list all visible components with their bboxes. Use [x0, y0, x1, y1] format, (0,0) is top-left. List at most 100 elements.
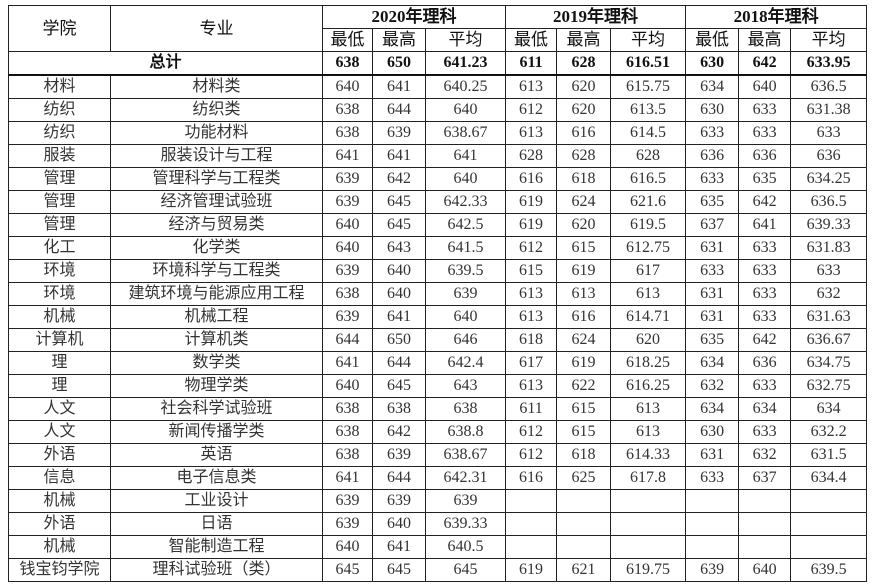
- score-cell: [685, 512, 740, 536]
- major-cell: 环境科学与工程类: [110, 259, 323, 283]
- major-cell: 服装设计与工程: [110, 144, 323, 168]
- score-cell: 628: [556, 144, 612, 168]
- score-cell: 618: [505, 328, 558, 352]
- score-cell: [556, 512, 612, 536]
- college-cell: 理: [8, 374, 111, 398]
- score-cell: 638: [322, 282, 373, 306]
- score-cell: [610, 535, 687, 559]
- score-cell: 639: [322, 512, 373, 536]
- college-cell: 环境: [8, 282, 111, 306]
- score-cell: 632: [790, 282, 868, 306]
- total-cell: 638: [322, 51, 373, 76]
- score-cell: 643: [424, 374, 507, 398]
- score-cell: 633: [738, 282, 792, 306]
- total-cell: 611: [505, 51, 558, 76]
- score-cell: [610, 512, 687, 536]
- table-row: 计算机 计算机类 644 650 646 618 624 620 635 642 636.67: [8, 328, 868, 352]
- score-cell: 613: [505, 121, 558, 145]
- score-cell: 620: [610, 328, 687, 352]
- score-cell: 621: [556, 558, 612, 582]
- table-row: 钱宝钧学院 理科试验班（类） 645 645 645 619 621 619.75 639 640…: [8, 558, 868, 582]
- table-row: 理物理学类 640 645 643 613 622 616.25 632 633 632.75: [8, 374, 868, 398]
- score-cell: 637: [685, 213, 740, 237]
- score-cell: [790, 489, 868, 513]
- score-cell: 615: [556, 420, 612, 444]
- score-cell: 639: [424, 282, 507, 306]
- header-avg: 平均: [424, 28, 507, 52]
- score-cell: 645: [424, 558, 507, 582]
- score-cell: 614.33: [610, 443, 687, 467]
- score-cell: 641: [372, 144, 426, 168]
- score-cell: 628: [610, 144, 687, 168]
- table-row: 管理 经济与贸易类 640 645 642.5 619 620 619.5 637 641 639.…: [8, 213, 868, 237]
- header-year-2018: 2018年理科: [685, 5, 868, 29]
- score-cell: 640: [322, 535, 373, 559]
- total-cell: 628: [556, 51, 612, 76]
- college-cell: 管理: [8, 190, 111, 214]
- major-cell: 理科试验班（类）: [110, 558, 323, 582]
- score-cell: 618: [556, 443, 612, 467]
- score-cell: 633: [685, 466, 740, 490]
- score-cell: 619: [556, 351, 612, 375]
- score-cell: 620: [556, 213, 612, 237]
- score-cell: 638: [424, 397, 507, 421]
- score-cell: 641: [424, 144, 507, 168]
- header-min: 最低: [685, 28, 740, 52]
- college-cell: 外语: [8, 443, 111, 467]
- college-cell: 人文: [8, 397, 111, 421]
- score-cell: 634: [738, 397, 792, 421]
- score-cell: 619: [505, 558, 558, 582]
- score-cell: 640.5: [424, 535, 507, 559]
- college-cell: 材料: [8, 74, 111, 99]
- score-cell: 613: [505, 305, 558, 329]
- score-cell: 640: [372, 259, 426, 283]
- score-cell: 633: [738, 259, 792, 283]
- score-cell: 650: [372, 328, 426, 352]
- score-cell: 641: [322, 144, 373, 168]
- score-cell: 646: [424, 328, 507, 352]
- admission-scores-table: 学院 专业 2020年理科 2019年理科 2018年理科 最低 最高 平均 最…: [8, 5, 868, 582]
- major-cell: 日语: [110, 512, 323, 536]
- score-cell: [505, 489, 558, 513]
- major-cell: 机械工程: [110, 305, 323, 329]
- score-cell: 638: [322, 397, 373, 421]
- score-cell: 640: [424, 305, 507, 329]
- score-cell: 639: [322, 489, 373, 513]
- table-row: 纺织 功能材料 638 639 638.67 613 616 614.5 633 633 633: [8, 121, 868, 145]
- score-cell: 636: [790, 144, 868, 168]
- score-cell: 633: [738, 305, 792, 329]
- total-cell: 630: [685, 51, 740, 76]
- score-cell: 633: [685, 167, 740, 191]
- score-cell: 640: [322, 213, 373, 237]
- total-row: 总计 638 650 641.23 611 628 616.51 630 642…: [8, 51, 868, 76]
- total-cell: 641.23: [424, 51, 507, 76]
- score-cell: 615.75: [610, 74, 687, 99]
- table-row: 服装 服装设计与工程 641 641 641 628 628 628 636 636 636: [8, 144, 868, 168]
- score-cell: 613: [505, 282, 558, 306]
- score-cell: 631: [685, 443, 740, 467]
- college-cell: 机械: [8, 489, 111, 513]
- college-cell: 管理: [8, 213, 111, 237]
- score-cell: 620: [556, 74, 612, 99]
- score-cell: 634: [685, 74, 740, 99]
- score-cell: 620: [556, 98, 612, 122]
- score-cell: 632.2: [790, 420, 868, 444]
- score-cell: 616: [556, 121, 612, 145]
- score-cell: 612: [505, 98, 558, 122]
- score-cell: 633: [790, 259, 868, 283]
- score-cell: 631: [685, 282, 740, 306]
- score-cell: 639: [424, 489, 507, 513]
- score-cell: 642.5: [424, 213, 507, 237]
- header-major: 专业: [110, 5, 323, 52]
- college-cell: 纺织: [8, 98, 111, 122]
- score-cell: 644: [372, 98, 426, 122]
- score-cell: 641.5: [424, 236, 507, 260]
- score-cell: 612: [505, 420, 558, 444]
- score-cell: 641: [372, 305, 426, 329]
- score-cell: 637: [738, 466, 792, 490]
- score-cell: 642.33: [424, 190, 507, 214]
- major-cell: 数学类: [110, 351, 323, 375]
- table-row: 管理 经济管理试验班 639 645 642.33 619 624 621.6 635 642 63…: [8, 190, 868, 214]
- score-cell: 640: [738, 74, 792, 99]
- score-cell: 632: [685, 374, 740, 398]
